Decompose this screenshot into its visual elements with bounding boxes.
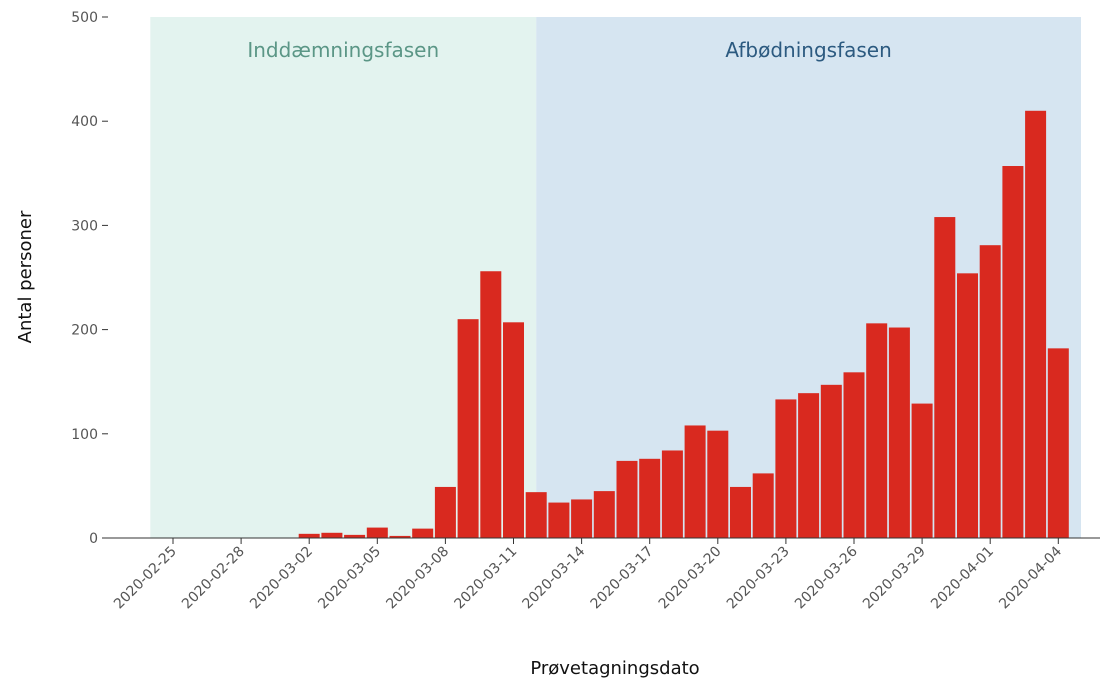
bar [366, 527, 388, 538]
bar [593, 491, 615, 538]
bar [1002, 166, 1024, 539]
x-tick-label: 2020-03-17 [588, 544, 657, 613]
x-tick-label: 2020-04-04 [996, 543, 1065, 612]
x-tick-label: 2020-03-29 [860, 544, 929, 613]
x-tick-label: 2020-03-26 [792, 543, 861, 612]
bar [707, 430, 729, 538]
bar [979, 245, 1001, 538]
x-tick-label: 2020-03-05 [315, 544, 384, 613]
bar [639, 458, 661, 538]
y-tick-label: 100 [71, 427, 98, 443]
bar [730, 486, 751, 538]
x-tick-label: 2020-03-02 [247, 544, 316, 613]
x-tick-label: 2020-03-08 [383, 544, 452, 613]
bar [548, 502, 570, 538]
bar [775, 399, 797, 538]
bar [480, 271, 502, 538]
x-tick-label: 2020-02-25 [111, 544, 180, 613]
y-tick-label: 500 [71, 10, 98, 26]
bar [888, 327, 910, 538]
bar [457, 319, 479, 538]
bar [616, 460, 638, 538]
y-tick-label: 0 [89, 531, 98, 547]
bar [820, 384, 842, 538]
x-tick-label: 2020-04-01 [928, 544, 997, 613]
bar [412, 528, 434, 538]
bar [344, 534, 366, 538]
bar [434, 486, 456, 538]
x-tick-label: 2020-03-20 [656, 544, 725, 613]
bar [661, 450, 683, 538]
bar [934, 217, 956, 538]
y-tick-label: 300 [71, 218, 98, 234]
y-tick-label: 400 [71, 114, 98, 130]
bar [684, 425, 706, 538]
x-tick-label: 2020-03-14 [520, 543, 589, 612]
bar [957, 273, 978, 538]
bar [866, 323, 888, 538]
bar [1025, 110, 1047, 538]
x-axis-title: Prøvetagningsdato [530, 658, 699, 679]
bar [843, 372, 865, 538]
bar [525, 492, 547, 538]
phase-label: Afbødningsfasen [725, 38, 891, 62]
bar [1047, 348, 1069, 538]
y-axis-title: Antal personer [15, 210, 36, 343]
x-tick-label: 2020-03-23 [724, 544, 793, 613]
bar [389, 535, 411, 538]
y-tick-label: 200 [71, 323, 98, 339]
bar [798, 393, 820, 538]
x-tick-label: 2020-03-11 [451, 544, 520, 613]
bar [321, 532, 343, 538]
bar [752, 473, 774, 538]
x-tick-label: 2020-02-28 [179, 544, 248, 613]
bar [911, 403, 933, 538]
bar [298, 533, 320, 538]
bar [571, 499, 593, 538]
bar [503, 322, 524, 538]
phase-label: Inddæmningsfasen [247, 38, 439, 62]
